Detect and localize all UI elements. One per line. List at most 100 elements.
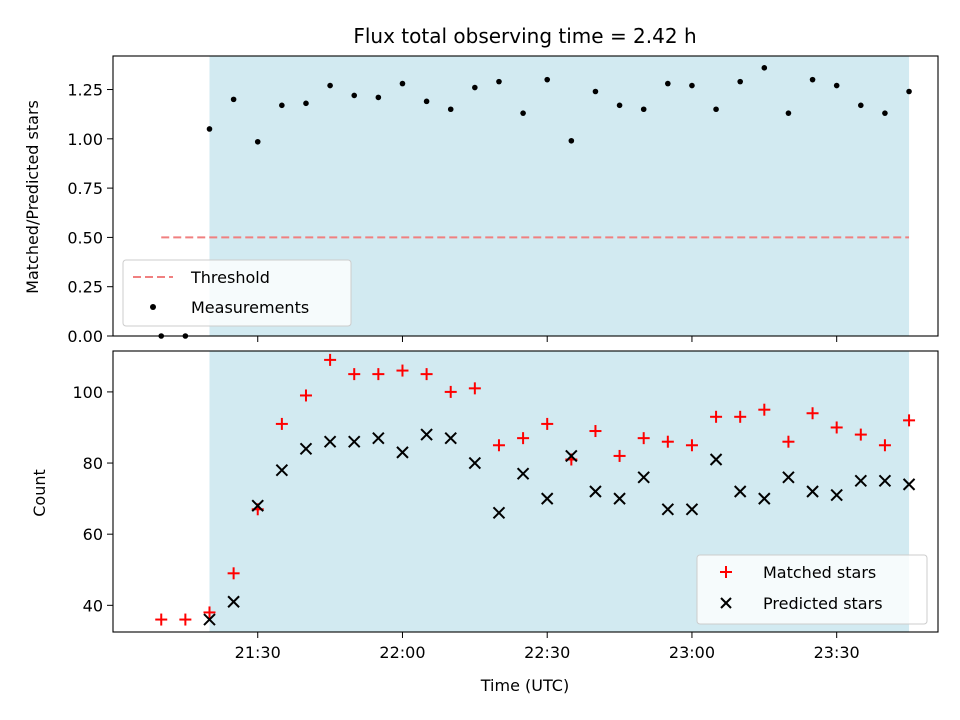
matched-star-point (372, 368, 385, 381)
predicted-star-point (589, 485, 602, 498)
predicted-star-point (492, 506, 506, 520)
predicted-star-point (227, 595, 240, 608)
matched-star-point (492, 439, 505, 452)
predicted-star-point (348, 435, 361, 448)
x-tick-label: 22:30 (524, 643, 570, 662)
bottom-x-axis: 21:30 22:00 22:30 23:00 23:30 (235, 632, 860, 662)
predicted-star-point (541, 492, 554, 505)
predicted-stars-series (203, 428, 916, 626)
measurement-point (327, 82, 333, 89)
predicted-star-point (878, 474, 892, 488)
measurement-point (351, 92, 358, 99)
bottom-panel: 40 60 80 100 21:30 22:00 22:30 23:00 23:30 Coun… (30, 350, 939, 695)
chart-title: Flux total observing time = 2.42 h (353, 24, 696, 48)
measurement-point (665, 80, 671, 87)
predicted-star-point (275, 463, 289, 477)
measurement-point (640, 106, 647, 113)
matched-star-point (299, 389, 312, 402)
matched-star-point (179, 613, 192, 626)
bottom-plot-frame (112, 350, 939, 633)
matched-star-point (903, 414, 916, 427)
y-tick-label: 60 (83, 525, 103, 544)
measurement-point (713, 106, 719, 113)
x-axis-label: Time (UTC) (480, 676, 569, 695)
matched-star-point (830, 421, 843, 434)
matched-star-point (854, 428, 867, 441)
matched-star-point (613, 449, 626, 462)
predicted-star-point (902, 478, 916, 491)
y-tick-label: 0.25 (67, 278, 103, 297)
predicted-star-point (396, 446, 409, 459)
legend-matched-swatch (720, 566, 732, 578)
legend-threshold-label: Threshold (190, 268, 270, 287)
top-plot-frame (112, 55, 939, 337)
matched-star-point (203, 606, 216, 619)
measurement-point (303, 100, 309, 107)
y-tick-label: 0.75 (67, 179, 103, 198)
top-panel: 0.00 0.25 0.50 0.75 1.00 1.25 Matched/Predict… (23, 55, 939, 346)
matched-star-point (517, 432, 530, 445)
top-legend-box (122, 259, 352, 327)
measurement-point (230, 96, 237, 103)
measurement-point (496, 78, 502, 85)
measurement-point (399, 80, 406, 87)
predicted-star-point (613, 492, 626, 505)
measurement-point (737, 78, 743, 85)
predicted-star-point (806, 485, 819, 498)
measurement-point (833, 82, 840, 89)
top-y-axis: 0.00 0.25 0.50 0.75 1.00 1.25 (67, 81, 113, 346)
measurement-point (206, 126, 213, 132)
measurement-point (520, 110, 526, 116)
measurement-point (906, 88, 912, 95)
matched-star-point (734, 410, 747, 423)
bottom-y-axis-label: Count (30, 469, 49, 517)
predicted-star-point (565, 449, 578, 463)
matched-star-point (589, 425, 602, 438)
measurement-point (785, 110, 792, 116)
measurement-point (423, 98, 430, 105)
y-tick-label: 0.00 (67, 327, 103, 346)
predicted-star-point (709, 453, 723, 466)
measurement-point (472, 84, 478, 91)
predicted-star-point (203, 613, 216, 626)
matched-star-point (444, 385, 457, 398)
predicted-star-point (854, 474, 868, 488)
legend-measurements-label: Measurements (191, 298, 309, 317)
measurement-point (279, 102, 285, 109)
matched-star-point (324, 353, 337, 366)
measurement-point (375, 94, 382, 101)
measurement-point (761, 65, 768, 71)
x-tick-label: 21:30 (235, 643, 281, 662)
y-tick-label: 40 (83, 596, 103, 615)
measurement-point (568, 137, 575, 144)
legend-predicted-label: Predicted stars (763, 594, 883, 613)
matched-star-point (275, 417, 288, 430)
measurement-point (544, 76, 551, 83)
matched-star-point (155, 613, 168, 626)
predicted-star-point (830, 488, 843, 502)
legend-matched-label: Matched stars (763, 563, 876, 582)
predicted-star-point (637, 471, 650, 484)
predicted-star-point (299, 442, 313, 456)
predicted-star-point (468, 456, 482, 470)
predicted-star-point (372, 431, 385, 445)
predicted-star-point (733, 485, 747, 498)
measurement-point (689, 82, 695, 89)
predicted-star-point (782, 471, 795, 484)
matched-star-point (637, 432, 650, 445)
y-tick-label: 100 (72, 383, 103, 402)
predicted-star-point (758, 492, 771, 505)
matched-star-point (227, 567, 240, 580)
predicted-star-point (661, 503, 675, 516)
top-y-axis-label: Matched/Predicted stars (23, 100, 42, 294)
measurement-point (882, 110, 888, 116)
matched-star-point (710, 410, 723, 423)
predicted-star-point (516, 467, 530, 480)
measurements-series (158, 65, 912, 339)
bottom-y-axis: 40 60 80 100 (72, 383, 113, 615)
matched-star-point (661, 435, 674, 448)
y-tick-label: 1.25 (67, 81, 103, 100)
matched-star-point (468, 382, 481, 395)
y-tick-label: 0.50 (67, 228, 103, 247)
measurement-point (858, 102, 864, 109)
